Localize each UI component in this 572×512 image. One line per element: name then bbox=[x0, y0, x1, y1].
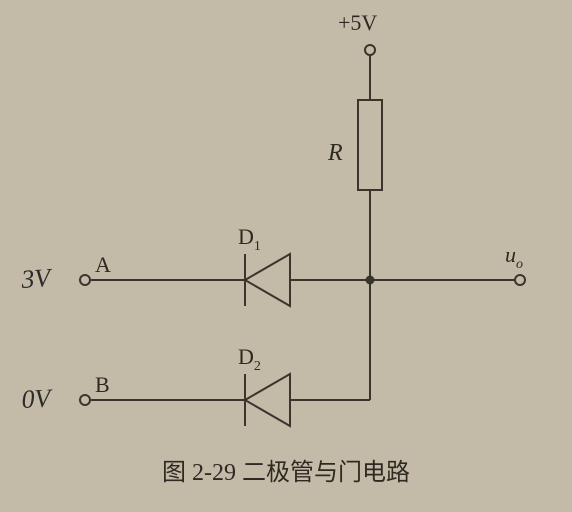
d1-subscript: 1 bbox=[254, 239, 261, 254]
input-a-label: A bbox=[95, 252, 111, 277]
output-subscript: o bbox=[516, 257, 523, 272]
supply-label: +5V bbox=[338, 10, 377, 35]
supply-terminal bbox=[365, 45, 375, 55]
input-b-annotation: 0V bbox=[21, 383, 54, 414]
d1-label: D1 bbox=[238, 224, 261, 254]
output-terminal bbox=[515, 275, 525, 285]
input-b-label: B bbox=[95, 372, 110, 397]
input-a-terminal bbox=[80, 275, 90, 285]
figure-caption: 图 2-29 二极管与门电路 bbox=[162, 459, 410, 486]
d2-label: D2 bbox=[238, 344, 261, 374]
circuit-diagram: +5V R uo A 3V D1 B 0V bbox=[0, 0, 572, 512]
input-b-terminal bbox=[80, 395, 90, 405]
d2-subscript: 2 bbox=[254, 359, 261, 374]
input-a-annotation: 3V bbox=[19, 263, 54, 294]
caption-fig: 图 2-29 bbox=[162, 460, 236, 486]
caption-text: 二极管与门电路 bbox=[242, 459, 410, 486]
d2-triangle bbox=[245, 374, 290, 426]
resistor-label: R bbox=[327, 140, 343, 166]
d1-triangle bbox=[245, 254, 290, 306]
output-label: uo bbox=[505, 242, 523, 272]
resistor bbox=[358, 100, 382, 190]
